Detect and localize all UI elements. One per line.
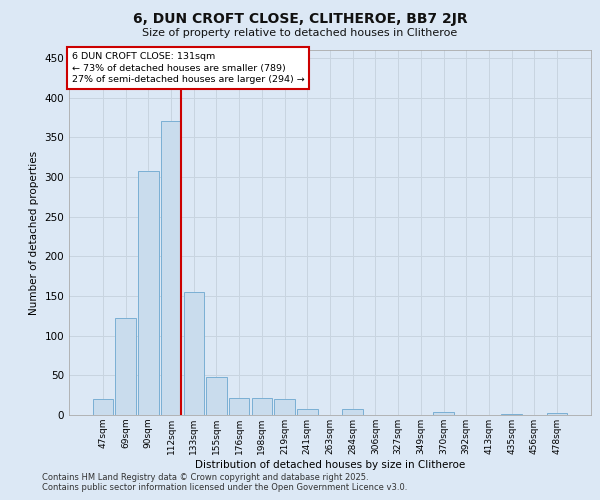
X-axis label: Distribution of detached houses by size in Clitheroe: Distribution of detached houses by size … bbox=[195, 460, 465, 469]
Text: Contains public sector information licensed under the Open Government Licence v3: Contains public sector information licen… bbox=[42, 484, 407, 492]
Bar bbox=[138, 170, 158, 415]
Bar bbox=[161, 122, 181, 415]
Bar bbox=[343, 408, 363, 415]
Bar bbox=[206, 377, 227, 415]
Text: 6 DUN CROFT CLOSE: 131sqm
← 73% of detached houses are smaller (789)
27% of semi: 6 DUN CROFT CLOSE: 131sqm ← 73% of detac… bbox=[71, 52, 304, 84]
Text: Contains HM Land Registry data © Crown copyright and database right 2025.: Contains HM Land Registry data © Crown c… bbox=[42, 474, 368, 482]
Text: 6, DUN CROFT CLOSE, CLITHEROE, BB7 2JR: 6, DUN CROFT CLOSE, CLITHEROE, BB7 2JR bbox=[133, 12, 467, 26]
Bar bbox=[229, 398, 250, 415]
Bar bbox=[184, 292, 204, 415]
Bar bbox=[297, 408, 317, 415]
Bar bbox=[251, 398, 272, 415]
Bar bbox=[433, 412, 454, 415]
Bar bbox=[274, 399, 295, 415]
Y-axis label: Number of detached properties: Number of detached properties bbox=[29, 150, 39, 314]
Text: Size of property relative to detached houses in Clitheroe: Size of property relative to detached ho… bbox=[142, 28, 458, 38]
Bar bbox=[115, 318, 136, 415]
Bar bbox=[547, 414, 567, 415]
Bar bbox=[93, 399, 113, 415]
Bar bbox=[502, 414, 522, 415]
